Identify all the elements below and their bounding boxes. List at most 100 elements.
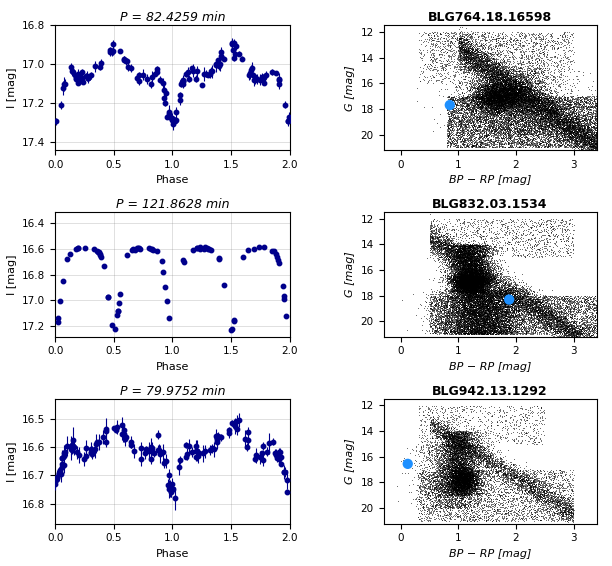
Point bbox=[541, 497, 551, 506]
Point bbox=[558, 115, 567, 125]
Point bbox=[559, 138, 569, 147]
Point bbox=[578, 117, 588, 126]
Point bbox=[465, 269, 474, 278]
Point bbox=[437, 483, 447, 492]
Point bbox=[534, 292, 543, 301]
Point bbox=[453, 141, 463, 150]
Point bbox=[455, 449, 465, 458]
Point bbox=[469, 276, 479, 285]
Point bbox=[463, 37, 473, 46]
Point bbox=[539, 110, 549, 119]
Point bbox=[479, 276, 488, 285]
Point bbox=[510, 291, 520, 300]
Point bbox=[493, 101, 502, 110]
Point bbox=[454, 422, 464, 431]
Point bbox=[531, 117, 540, 126]
Point bbox=[459, 48, 469, 57]
Point bbox=[504, 286, 514, 295]
Point bbox=[470, 276, 480, 285]
Point bbox=[475, 444, 485, 453]
Point bbox=[471, 473, 481, 482]
Point bbox=[494, 100, 504, 109]
Point bbox=[526, 93, 536, 102]
Point bbox=[496, 96, 506, 105]
Point bbox=[494, 88, 504, 97]
Point bbox=[469, 441, 479, 451]
Point bbox=[467, 436, 477, 445]
Point bbox=[458, 435, 468, 444]
Point bbox=[462, 296, 472, 305]
Point bbox=[458, 247, 468, 256]
Point bbox=[455, 328, 465, 337]
Point bbox=[509, 109, 519, 118]
Point bbox=[475, 276, 485, 285]
Point bbox=[506, 80, 515, 89]
Point bbox=[469, 276, 479, 285]
Point bbox=[459, 277, 469, 286]
Point bbox=[447, 475, 457, 484]
Point bbox=[464, 446, 474, 455]
Point bbox=[458, 484, 468, 494]
Point bbox=[479, 264, 489, 273]
Point bbox=[567, 132, 577, 142]
Point bbox=[491, 302, 501, 311]
Point bbox=[547, 112, 556, 121]
Point bbox=[537, 477, 547, 486]
Point bbox=[562, 98, 572, 108]
Point bbox=[585, 120, 595, 129]
Point bbox=[441, 254, 450, 263]
Point bbox=[526, 119, 536, 128]
Point bbox=[487, 308, 496, 317]
Point bbox=[444, 480, 453, 489]
Point bbox=[468, 246, 478, 255]
Point bbox=[544, 111, 554, 120]
Point bbox=[491, 123, 501, 132]
Point bbox=[540, 102, 550, 112]
Point bbox=[447, 453, 457, 462]
Point bbox=[474, 499, 483, 508]
Point bbox=[483, 95, 493, 104]
Point bbox=[521, 297, 531, 306]
Point bbox=[444, 497, 453, 506]
Point bbox=[470, 454, 480, 463]
Point bbox=[450, 471, 460, 481]
Point bbox=[522, 101, 532, 110]
Point bbox=[590, 137, 600, 146]
Point bbox=[495, 71, 505, 80]
Point bbox=[502, 126, 512, 135]
Point bbox=[553, 98, 563, 107]
Point bbox=[504, 327, 514, 336]
Point bbox=[471, 283, 480, 292]
Point bbox=[549, 246, 559, 255]
Point bbox=[507, 294, 517, 303]
Point bbox=[546, 494, 556, 503]
Point bbox=[574, 116, 584, 125]
Point bbox=[462, 268, 472, 277]
Point bbox=[421, 325, 431, 335]
Point bbox=[526, 504, 536, 513]
Point bbox=[536, 291, 545, 301]
Point bbox=[483, 53, 493, 62]
Point bbox=[518, 296, 528, 305]
Point bbox=[462, 277, 472, 286]
Point bbox=[425, 65, 435, 74]
Point bbox=[449, 248, 458, 257]
Point bbox=[435, 314, 445, 323]
Point bbox=[463, 479, 472, 488]
Point bbox=[462, 269, 472, 278]
Point bbox=[569, 126, 579, 135]
Point bbox=[466, 275, 476, 284]
Point bbox=[465, 473, 474, 482]
Point bbox=[477, 293, 487, 302]
Point bbox=[472, 324, 482, 333]
Point bbox=[543, 237, 553, 246]
Point bbox=[498, 93, 507, 102]
Point bbox=[502, 73, 512, 82]
Point bbox=[450, 318, 460, 327]
Point bbox=[466, 280, 476, 289]
Point bbox=[436, 492, 446, 501]
Point bbox=[428, 242, 438, 251]
Point bbox=[581, 323, 591, 332]
Point bbox=[428, 472, 438, 481]
Point bbox=[555, 297, 565, 306]
